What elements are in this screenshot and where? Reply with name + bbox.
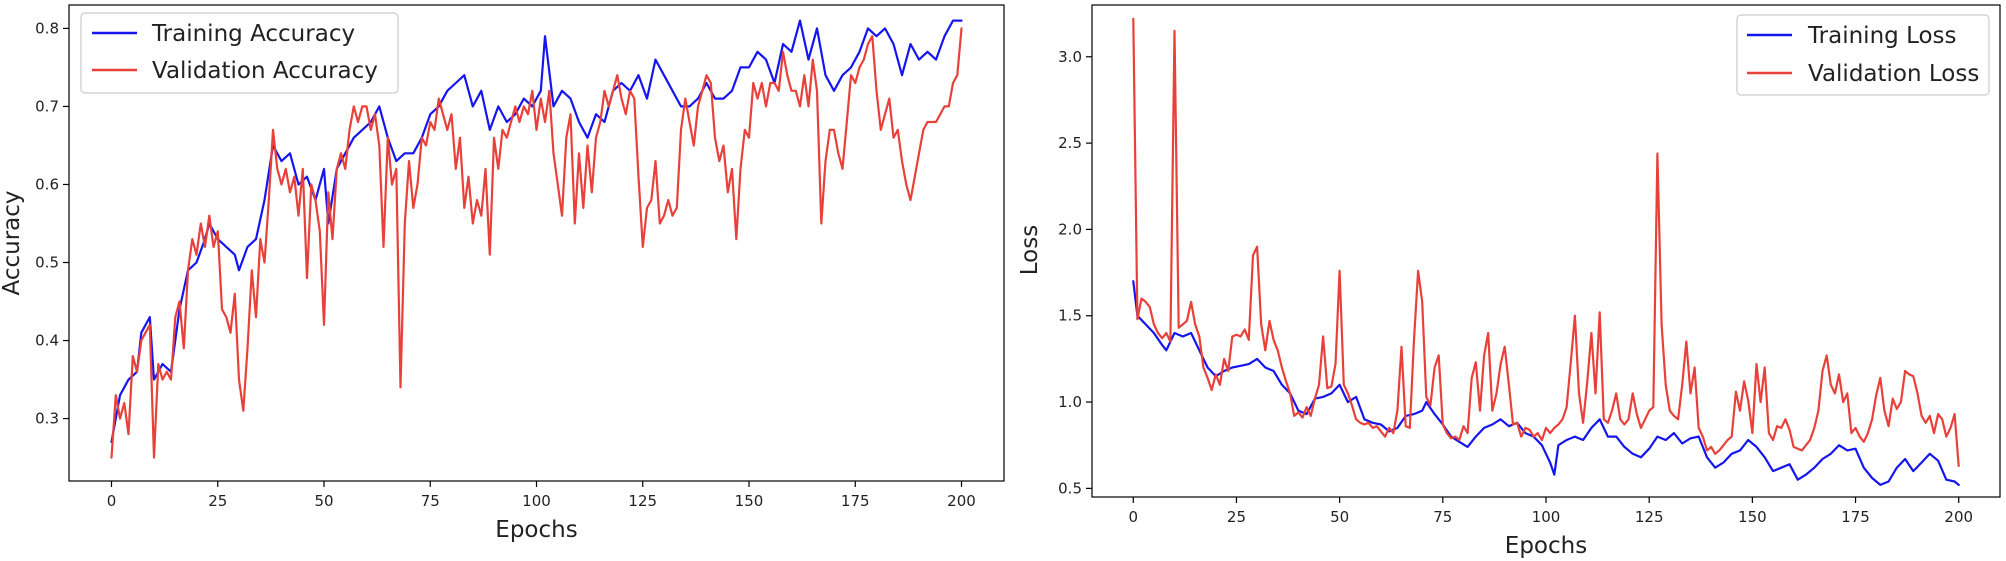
accuracy-legend: Training Accuracy Validation Accuracy xyxy=(80,12,399,94)
accuracy-y-tick-label: 0.4 xyxy=(35,332,59,350)
loss-series-lines xyxy=(1132,17,1960,486)
accuracy-x-tick-label: 125 xyxy=(628,492,657,510)
loss-x-tick-label: 0 xyxy=(1128,508,1138,526)
accuracy-x-tick-label: 75 xyxy=(421,492,440,510)
loss-x-axis-label: Epochs xyxy=(1505,533,1587,559)
accuracy-x-tick-label: 100 xyxy=(522,492,551,510)
loss-legend: Training Loss Validation Loss xyxy=(1736,14,1990,96)
accuracy-y-tick-label: 0.8 xyxy=(35,19,59,37)
loss-legend-box xyxy=(1736,14,1990,96)
accuracy-x-axis-label: Epochs xyxy=(495,517,577,543)
accuracy-x-tick-label: 50 xyxy=(314,492,333,510)
legend-label-training-loss: Training Loss xyxy=(1807,23,1957,49)
loss-y-tick-label: 1.0 xyxy=(1058,393,1082,411)
legend-label-validation-loss: Validation Loss xyxy=(1808,61,1979,87)
loss-y-ticks: 0.5 1.0 1.5 2.0 2.5 3.0 xyxy=(1058,48,1092,497)
accuracy-x-tick-label: 150 xyxy=(735,492,764,510)
loss-y-tick-label: 3.0 xyxy=(1058,48,1082,66)
accuracy-y-tick-label: 0.3 xyxy=(35,410,59,428)
loss-x-tick-label: 75 xyxy=(1433,508,1452,526)
loss-x-tick-label: 200 xyxy=(1944,508,1973,526)
legend-label-validation-accuracy: Validation Accuracy xyxy=(152,58,378,84)
accuracy-y-tick-label: 0.7 xyxy=(35,97,59,115)
series-line-training-loss xyxy=(1132,280,1960,486)
series-line-training-accuracy xyxy=(110,19,963,444)
loss-y-tick-label: 2.5 xyxy=(1058,134,1082,152)
accuracy-x-tick-label: 200 xyxy=(947,492,976,510)
loss-x-tick-label: 150 xyxy=(1738,508,1767,526)
accuracy-y-tick-label: 0.6 xyxy=(35,175,59,193)
loss-x-tick-label: 100 xyxy=(1532,508,1561,526)
accuracy-y-axis-label: Accuracy xyxy=(0,190,25,295)
series-line-validation-loss xyxy=(1132,17,1960,467)
accuracy-legend-box xyxy=(80,12,399,94)
loss-chart: 0 25 50 75 100 125 150 175 200 0.5 1.0 1.5 2.0 2.5 3.… xyxy=(1017,4,2001,559)
accuracy-series-lines xyxy=(110,19,963,459)
accuracy-x-tick-label: 25 xyxy=(208,492,227,510)
loss-x-tick-label: 25 xyxy=(1227,508,1246,526)
loss-x-tick-label: 175 xyxy=(1841,508,1870,526)
accuracy-x-tick-label: 0 xyxy=(107,492,117,510)
loss-y-tick-label: 2.0 xyxy=(1058,220,1082,238)
accuracy-x-ticks: 0 25 50 75 100 125 150 175 200 xyxy=(107,481,976,510)
series-line-validation-accuracy xyxy=(110,27,963,459)
loss-y-tick-label: 1.5 xyxy=(1058,307,1082,325)
loss-x-tick-label: 125 xyxy=(1635,508,1664,526)
accuracy-y-ticks: 0.3 0.4 0.5 0.6 0.7 0.8 xyxy=(35,19,69,428)
accuracy-y-tick-label: 0.5 xyxy=(35,254,59,272)
loss-y-tick-label: 0.5 xyxy=(1058,479,1082,497)
loss-y-axis-label: Loss xyxy=(1017,225,1043,275)
accuracy-x-tick-label: 175 xyxy=(841,492,870,510)
loss-x-ticks: 0 25 50 75 100 125 150 175 200 xyxy=(1128,497,1973,526)
loss-x-tick-label: 50 xyxy=(1330,508,1349,526)
accuracy-chart: 0 25 50 75 100 125 150 175 200 0.30.40.50.60.70.… xyxy=(0,4,1005,543)
legend-label-training-accuracy: Training Accuracy xyxy=(151,21,355,47)
